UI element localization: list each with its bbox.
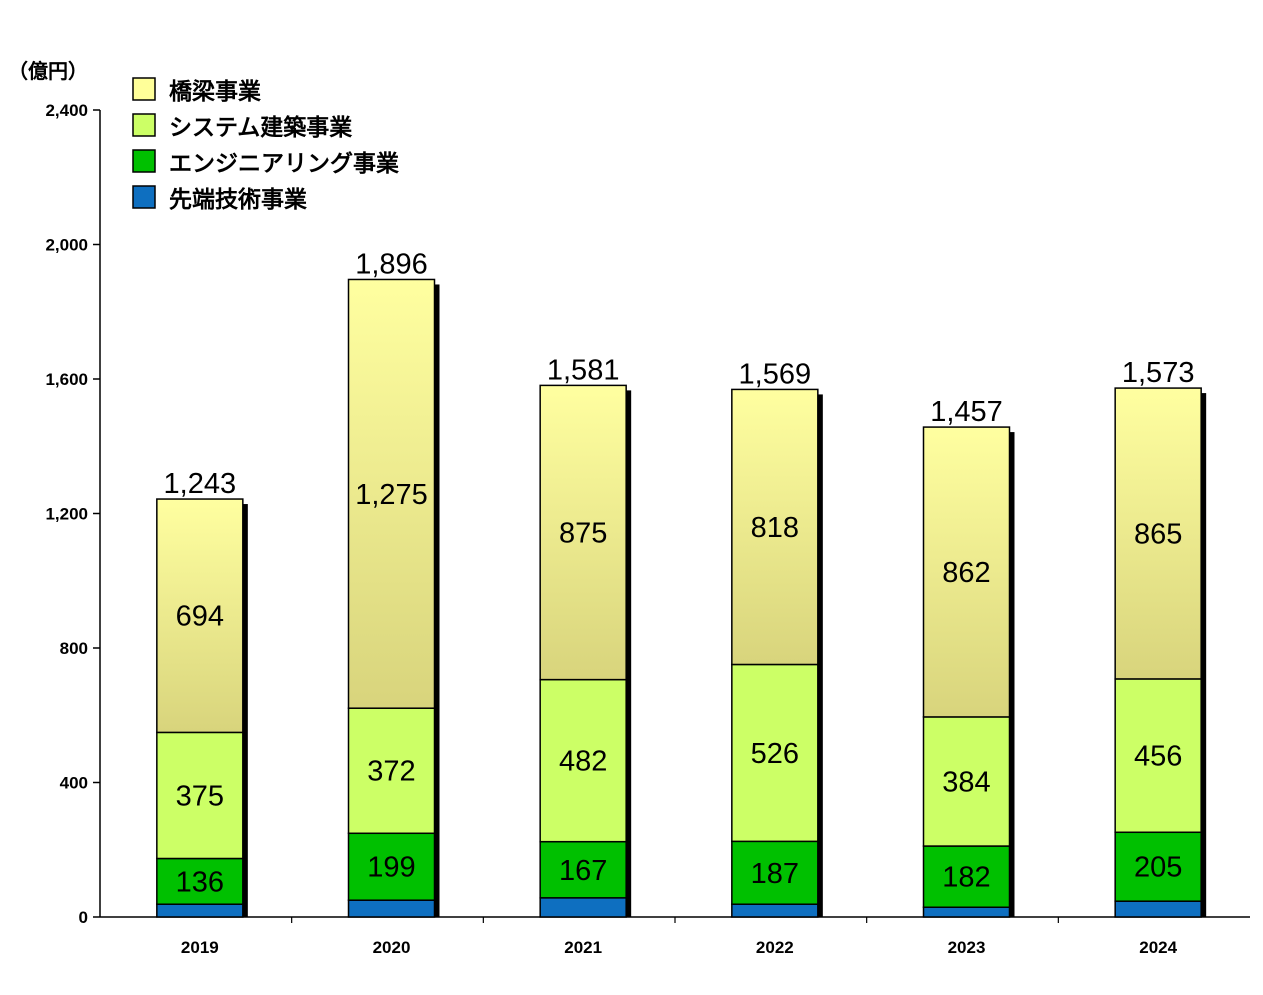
data-labels: 136 375 694 1,243 199 372 1,275 1,896 167 482 875 1… [164, 248, 1195, 898]
segment-value-label: 205 [1134, 852, 1182, 884]
segment-value-label: 199 [367, 852, 415, 884]
bar-segment-2 [156, 731, 244, 860]
segment-value-label: 384 [942, 766, 990, 798]
x-category-label: 2020 [373, 938, 411, 957]
segment-value-label: 862 [942, 557, 990, 589]
segment-value-label: 875 [559, 517, 607, 549]
y-tick-label: 0 [79, 908, 88, 927]
bar-segment-1 [731, 840, 819, 905]
bar-segment-0 [1114, 900, 1202, 918]
bar-segment-3 [1114, 387, 1202, 680]
segment-value-label: 136 [176, 866, 224, 898]
bar-segment-0 [539, 897, 627, 918]
axes: （億円） 0 400 800 1,200 1,600 2,000 2,400 2019 2020 2… [8, 59, 1250, 957]
segment-value-label: 167 [559, 855, 607, 887]
bar-segment-1 [1114, 831, 1202, 902]
segment-value-label: 482 [559, 746, 607, 778]
x-category-label: 2019 [181, 938, 219, 957]
legend-entry-label: システム建築事業 [169, 114, 353, 141]
segment-value-label: 694 [176, 601, 224, 633]
bar-segment-3 [731, 388, 819, 666]
legend-swatch [132, 77, 156, 101]
segment-value-label: 372 [367, 756, 415, 788]
legend-swatch [132, 113, 156, 137]
segment-value-label: 187 [751, 858, 799, 890]
segment-value-label: 818 [751, 512, 799, 544]
segment-value-label: 865 [1134, 519, 1182, 551]
bar-segment-0 [922, 906, 1011, 918]
bar-segment-1 [156, 857, 244, 905]
bar-segment-2 [922, 716, 1011, 847]
bar-segment-0 [731, 903, 819, 918]
x-category-label: 2023 [948, 938, 986, 957]
bar-segment-3 [922, 426, 1011, 718]
total-value-label: 1,243 [164, 468, 237, 500]
segment-value-label: 1,275 [355, 479, 428, 511]
segment-value-label: 526 [751, 738, 799, 770]
bar-segment-2 [1114, 678, 1202, 834]
total-value-label: 1,457 [930, 396, 1003, 428]
total-value-label: 1,896 [355, 248, 428, 280]
legend-swatch [132, 149, 156, 173]
y-tick-label: 1,600 [45, 370, 88, 389]
bar-segment-2 [539, 678, 627, 843]
y-unit-label: （億円） [8, 59, 88, 83]
bar-segment-3 [156, 498, 244, 734]
x-category-label: 2022 [756, 938, 794, 957]
legend-entry-label: 先端技術事業 [169, 186, 308, 213]
legend-swatch [132, 185, 156, 209]
legend-entry-label: エンジニアリング事業 [169, 150, 400, 177]
x-category-label: 2021 [564, 938, 602, 957]
bar-segment-2 [731, 663, 819, 843]
total-value-label: 1,569 [739, 358, 812, 390]
bar-segment-2 [347, 707, 436, 835]
bar-segment-3 [539, 384, 627, 681]
segment-value-label: 182 [942, 862, 990, 894]
total-value-label: 1,573 [1122, 357, 1195, 389]
bar-segment-1 [539, 840, 627, 899]
bar-segment-3 [347, 278, 436, 709]
total-value-label: 1,581 [547, 354, 620, 386]
legend-entry-label: 橋梁事業 [169, 78, 262, 105]
y-tick-label: 400 [60, 774, 88, 793]
y-tick-label: 2,000 [45, 236, 88, 255]
bar-segment-0 [347, 899, 436, 918]
segment-value-label: 456 [1134, 741, 1182, 773]
y-tick-label: 1,200 [45, 505, 88, 524]
bar-segment-1 [922, 845, 1011, 908]
segment-value-label: 375 [176, 780, 224, 812]
y-tick-label: 2,400 [45, 101, 88, 120]
bars [156, 278, 1207, 918]
x-category-label: 2024 [1139, 938, 1177, 957]
y-tick-label: 800 [60, 639, 88, 658]
bar-segment-0 [156, 903, 244, 918]
